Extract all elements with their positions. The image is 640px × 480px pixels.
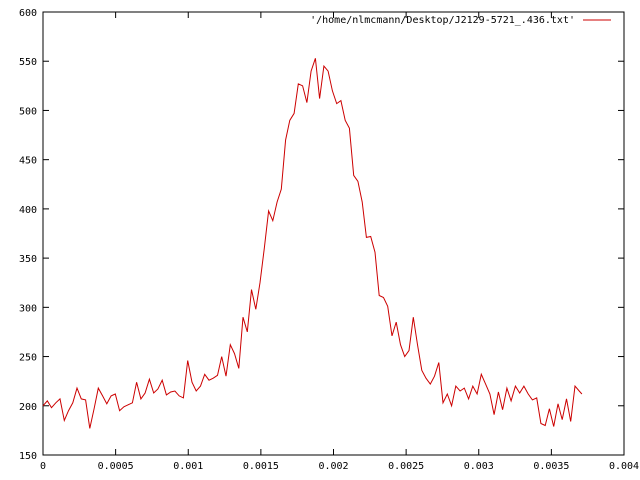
series-line-0: [42, 58, 583, 429]
x-tick-label: 0.002: [318, 461, 348, 472]
x-tick-label: 0.003: [464, 461, 494, 472]
series-layer: [42, 58, 583, 429]
y-tick-label: 600: [19, 8, 37, 19]
x-tick-label: 0: [40, 461, 46, 472]
y-tick-label: 300: [19, 303, 37, 314]
x-axis: 0 0.0005 0.001 0.0015 0.002 0.0025 0.003 0.0035…: [40, 12, 639, 472]
y-tick-label: 150: [19, 451, 37, 462]
x-tick-label: 0.0025: [388, 461, 424, 472]
y-tick-label: 350: [19, 254, 37, 265]
y-tick-label: 550: [19, 57, 37, 68]
y-tick-label: 500: [19, 106, 37, 117]
legend: '/home/nlmcmann/Desktop/J2129-5721_.436.…: [310, 15, 611, 26]
legend-label: '/home/nlmcmann/Desktop/J2129-5721_.436.…: [310, 15, 575, 26]
x-tick-label: 0.004: [609, 461, 639, 472]
y-tick-label: 200: [19, 402, 37, 413]
y-axis: 150 200 250 300 350 400 450 500 550 600: [19, 8, 624, 462]
x-tick-label: 0.0015: [243, 461, 279, 472]
y-tick-label: 450: [19, 156, 37, 167]
x-tick-label: 0.001: [173, 461, 203, 472]
y-tick-label: 400: [19, 205, 37, 216]
plot-frame: [42, 11, 625, 456]
x-tick-label: 0.0035: [533, 461, 569, 472]
y-tick-label: 250: [19, 353, 37, 364]
x-tick-label: 0.0005: [98, 461, 134, 472]
